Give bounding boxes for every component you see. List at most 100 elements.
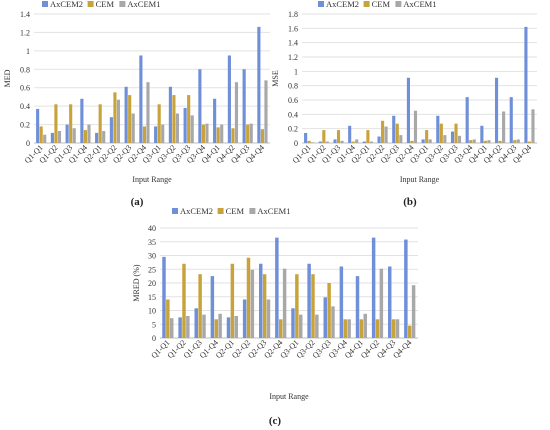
cc-bar-axcem1 [347,319,351,338]
ca-bar-cem [54,104,58,143]
ca-y-axis-label: MED [3,69,12,87]
ca-legend-label: AxCEM1 [127,0,160,9]
cb-bar-cem [410,140,414,143]
cc-bar-cem [375,319,380,338]
cb-bar-axcem2 [362,141,366,143]
cb-bar-cem [381,120,385,143]
cb-bar-cem [425,130,429,143]
cb-y-tick-label: 0.6 [288,96,298,105]
cc-legend-label: CEM [226,206,245,216]
cc-bar-axcem1 [234,316,238,338]
cb-bar-axcem1 [472,139,476,143]
ca-bar-axcem1 [87,124,91,143]
cb-bar-axcem1 [399,135,403,143]
cb-bar-cem [322,130,326,143]
cc-y-tick-label: 25 [148,265,156,274]
cc-bar-cem [246,257,251,338]
cb-bar-cem [454,123,458,143]
cc-legend-label: AxCEM2 [180,206,213,216]
cb-bar-axcem1 [340,140,344,143]
ca-bar-cem [157,104,161,143]
cb-y-tick-label: 0 [294,139,298,148]
cc-y-tick-label: 20 [148,279,156,288]
ca-bar-cem [39,126,43,143]
cc-y-tick-label: 40 [148,224,156,233]
cc-bar-axcem2 [242,299,247,338]
cc-legend-swatch [249,208,256,214]
cb-bar-axcem1 [502,111,506,143]
cb-bar-axcem2 [348,125,352,143]
cc-y-tick-label: 35 [148,238,156,247]
cb-bar-axcem1 [325,141,329,143]
ca-y-tick-label: 0.8 [20,65,30,74]
cb-legend-swatch [318,1,324,7]
cc-bar-axcem1 [218,313,222,338]
ca-bar-axcem1 [43,134,47,143]
cc-bar-axcem1 [266,299,271,338]
cc-bar-axcem2 [194,308,198,338]
cb-bar-axcem1 [443,135,447,143]
ca-legend-swatch [87,1,94,7]
ca-bar-axcem1 [249,123,253,143]
cc-bar-axcem2 [339,266,344,338]
cb-y-tick-label: 1.8 [288,10,298,19]
ca-bar-axcem2 [168,86,172,143]
ca-y-tick-label: 0 [26,139,30,148]
ca-bar-axcem1 [57,131,62,143]
ca-bar-cem [172,95,176,143]
cb-bar-axcem1 [428,139,432,143]
cb-bar-cem [513,140,517,143]
ca-bar-cem [201,124,205,143]
cc-bar-axcem1 [395,319,400,338]
cc-bar-cem [391,319,396,338]
ca-y-tick-label: 0.2 [20,121,30,130]
cc-y-tick-label: 30 [148,252,156,261]
ca-bar-axcem1 [264,80,268,143]
cc-legend-swatch [172,208,178,214]
cb-bar-axcem2 [436,115,440,143]
ca-legend-label: AxCEM2 [50,0,83,9]
cc-bar-axcem2 [323,297,327,338]
cb-bar-axcem2 [318,141,322,143]
cc-legend-swatch [217,208,224,214]
ca-bar-cem [83,130,87,143]
cb-bar-cem [351,141,355,143]
cb-bar-axcem1 [516,139,520,143]
ca-bar-axcem1 [234,82,239,143]
cb-bar-axcem1 [531,109,535,143]
ca-bar-axcem2 [124,86,128,143]
cb-bar-cem [366,130,370,143]
cb-bar-cem [307,140,311,143]
cb-bar-axcem2 [377,136,381,143]
ca-bar-axcem2 [154,126,158,143]
ca-bar-axcem2 [65,124,69,143]
cc-y-tick-label: 0 [152,334,156,343]
cb-bar-cem [469,140,473,143]
cc-bar-axcem1 [250,269,255,338]
cc-bar-axcem2 [178,317,182,338]
cb-bar-axcem1 [457,135,462,143]
cb-y-tick-label: 0.2 [288,125,298,134]
cb-x-axis-label: Input Range [400,175,440,184]
ca-bar-axcem2 [198,69,202,143]
ca-bar-axcem2 [95,132,99,143]
cc-x-tick-label: Q4-Q4 [391,338,413,360]
ca-y-tick-label: 1.2 [20,28,30,37]
cc-bar-axcem2 [259,263,263,338]
cc-bar-axcem2 [307,263,311,338]
ca-bar-cem [260,129,264,143]
ca-y-tick-label: 1 [26,47,30,56]
cc-bar-cem [230,263,235,338]
cc-bar-axcem2 [275,237,279,338]
cc-bar-axcem1 [315,314,319,338]
cb-y-tick-label: 1.6 [288,24,298,33]
cc-x-axis-label: Input Range [269,392,309,401]
chart-med: 00.20.40.60.811.21.4Q1-Q1Q1-Q2Q1-Q3Q1-Q4… [3,0,270,184]
cc-bar-cem [262,274,267,338]
cc-bar-axcem2 [355,276,360,338]
ca-bar-axcem1 [205,123,209,143]
panel-label-a: (a) [131,196,144,208]
cb-bar-cem [439,123,443,143]
cb-bar-cem [483,140,487,143]
